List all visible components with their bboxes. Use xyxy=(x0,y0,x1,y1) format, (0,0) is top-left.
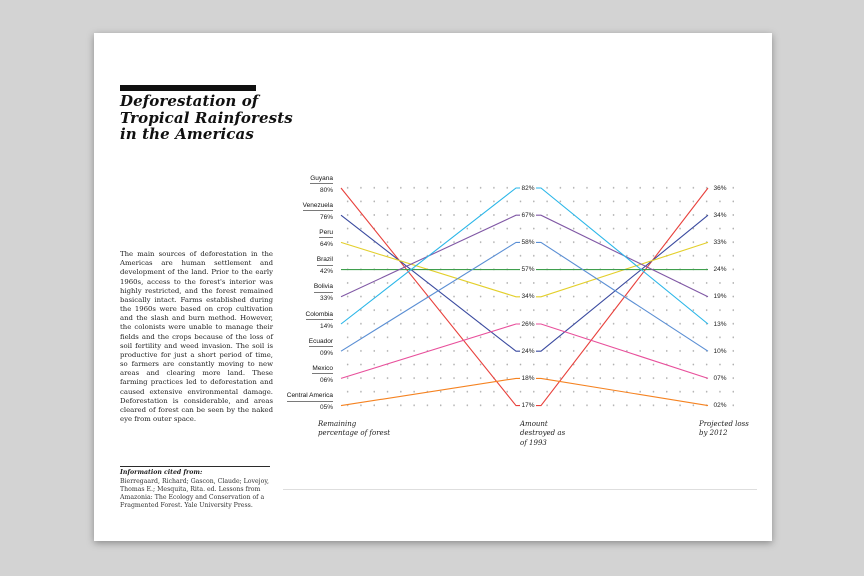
citation-rule xyxy=(120,466,270,467)
country-label-ecuador: Ecuador 09% xyxy=(245,338,333,358)
projected_2012-value: 36% xyxy=(712,183,729,193)
country-label-bolivia: Bolivia 33% xyxy=(245,283,333,303)
country-label-peru: Peru 64% xyxy=(245,229,333,249)
body-text: The main sources of deforestation in the… xyxy=(120,250,273,424)
remaining-value: 14% xyxy=(319,322,333,330)
projected_2012-value: 19% xyxy=(712,292,729,302)
projected_2012-value: 33% xyxy=(712,237,729,247)
remaining-value: 09% xyxy=(319,349,333,357)
remaining-value: 33% xyxy=(319,295,333,303)
remaining-value: 80% xyxy=(319,186,333,194)
destroyed_1993-value: 26% xyxy=(520,319,537,329)
destroyed_1993-value: 82% xyxy=(520,183,537,193)
destroyed_1993-value: 58% xyxy=(520,237,537,247)
country-label-colombia: Colombia 14% xyxy=(245,311,333,331)
destroyed_1993-value: 34% xyxy=(520,292,537,302)
country-name: Brazil xyxy=(245,256,333,266)
country-label-mexico: Mexico 06% xyxy=(245,365,333,385)
country-name: Ecuador xyxy=(245,338,333,348)
citation-heading: Information cited from: xyxy=(120,469,203,476)
projected_2012-value: 10% xyxy=(712,346,729,356)
country-label-guyana: Guyana 80% xyxy=(245,175,333,195)
projected_2012-value: 13% xyxy=(712,319,729,329)
remaining-value: 64% xyxy=(319,240,333,248)
remaining-value: 05% xyxy=(319,404,333,412)
column-footer-projected: Projected loss by 2012 xyxy=(699,420,749,438)
country-label-venezuela: Venezuela 76% xyxy=(245,202,333,222)
title-rule xyxy=(120,85,256,91)
remaining-value: 06% xyxy=(319,376,333,384)
country-name: Peru xyxy=(245,229,333,239)
projected_2012-value: 34% xyxy=(712,210,729,220)
remaining-value: 42% xyxy=(319,268,333,276)
destroyed_1993-value: 57% xyxy=(520,265,537,275)
destroyed_1993-value: 18% xyxy=(520,373,537,383)
country-label-brazil: Brazil 42% xyxy=(245,256,333,276)
country-name: Bolivia xyxy=(245,283,333,293)
country-name: Colombia xyxy=(245,311,333,320)
column-footer-destroyed: Amount destroyed as of 1993 xyxy=(520,420,566,447)
country-name: Guyana xyxy=(245,175,333,184)
bottom-rule xyxy=(283,489,757,490)
destroyed_1993-value: 67% xyxy=(520,210,537,220)
dot-grid xyxy=(341,181,742,416)
projected_2012-value: 07% xyxy=(712,373,729,383)
destroyed_1993-value: 17% xyxy=(520,401,537,411)
destroyed_1993-value: 24% xyxy=(520,346,537,356)
remaining-value: 76% xyxy=(319,213,333,221)
country-name: Mexico xyxy=(245,365,333,375)
citation-text: Bierregaard, Richard; Gascon, Claude; Lo… xyxy=(120,478,269,510)
country-name: Central America xyxy=(245,392,333,402)
country-name: Venezuela xyxy=(245,202,333,212)
page-title: Deforestation of Tropical Rainforests in… xyxy=(120,92,293,143)
column-footer-remaining: Remaining percentage of forest xyxy=(318,420,391,438)
country-label-central-america: Central America 05% xyxy=(245,392,333,412)
projected_2012-value: 02% xyxy=(712,401,729,411)
projected_2012-value: 24% xyxy=(712,265,729,275)
